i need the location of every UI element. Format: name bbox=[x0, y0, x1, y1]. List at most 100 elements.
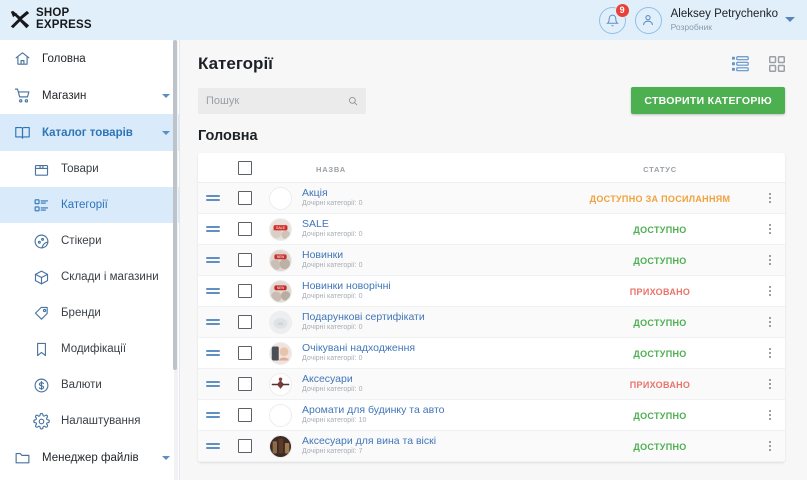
chevron-down-icon[interactable] bbox=[785, 17, 795, 23]
drag-handle-icon[interactable] bbox=[206, 254, 220, 266]
category-name-link[interactable]: Акція bbox=[302, 186, 328, 199]
brand-logo[interactable]: SHOP EXPRESS bbox=[0, 0, 180, 40]
kebab-menu-icon[interactable] bbox=[768, 223, 772, 235]
row-checkbox[interactable] bbox=[238, 315, 252, 329]
table-row[interactable]: Подарункові сертифікати Дочірні категорії… bbox=[198, 307, 785, 338]
drag-handle-icon[interactable] bbox=[206, 192, 220, 204]
sidebar-item-2[interactable]: Магазин bbox=[0, 77, 179, 114]
select-all-cell bbox=[228, 160, 262, 175]
row-checkbox[interactable] bbox=[238, 408, 252, 422]
select-all-checkbox[interactable] bbox=[238, 160, 252, 175]
drag-handle-icon[interactable] bbox=[206, 347, 220, 359]
row-checkbox[interactable] bbox=[238, 222, 252, 236]
chevron-down-icon[interactable] bbox=[162, 130, 170, 135]
sidebar-scrollbar-thumb[interactable] bbox=[173, 40, 177, 370]
status-badge: ДОСТУПНО bbox=[633, 225, 687, 235]
category-name-link[interactable]: Новинки новорічні bbox=[302, 279, 391, 292]
sidebar-item-12[interactable]: Менеджер файлів bbox=[0, 439, 179, 476]
child-categories-count: Дочірні категорії: 0 bbox=[302, 324, 363, 332]
list-view-icon[interactable] bbox=[732, 56, 749, 72]
user-menu[interactable]: Aleksey Petrychenko Розробник bbox=[671, 8, 795, 32]
table-row[interactable]: Аромати для будинку та авто Дочірні катег… bbox=[198, 400, 785, 431]
row-checkbox[interactable] bbox=[238, 439, 252, 453]
row-thumbnail-cell bbox=[262, 310, 298, 334]
grid-view-icon[interactable] bbox=[769, 56, 785, 72]
view-toggle-group bbox=[732, 56, 785, 72]
search-box[interactable] bbox=[198, 87, 366, 114]
create-category-button[interactable]: СТВОРИТИ КАТЕГОРІЮ bbox=[631, 87, 785, 114]
sidebar-item-label: Товари bbox=[61, 163, 99, 175]
category-name-link[interactable]: Очікувані надходження bbox=[302, 341, 416, 354]
row-checkbox[interactable] bbox=[238, 191, 252, 205]
table-row[interactable]: Аксесуари Дочірні категорії: 0 ПРИХОВАНО bbox=[198, 369, 785, 400]
category-thumbnail bbox=[268, 403, 292, 427]
sidebar-item-1[interactable]: Головна bbox=[0, 40, 179, 77]
category-name-link[interactable]: Аромати для будинку та авто bbox=[302, 403, 445, 416]
drag-handle-icon[interactable] bbox=[206, 285, 220, 297]
kebab-menu-icon[interactable] bbox=[768, 316, 772, 328]
row-status-cell: ДОСТУПНО bbox=[565, 344, 755, 362]
category-name-link[interactable]: Новинки bbox=[302, 248, 344, 261]
row-menu-cell bbox=[755, 223, 785, 235]
row-drag-cell bbox=[198, 409, 228, 421]
search-input[interactable] bbox=[206, 94, 348, 107]
drag-handle-icon[interactable] bbox=[206, 223, 220, 235]
header-name-cell: НАЗВА bbox=[298, 159, 565, 177]
sidebar-item-6[interactable]: Стікери bbox=[0, 223, 179, 259]
row-checkbox[interactable] bbox=[238, 346, 252, 360]
kebab-menu-icon[interactable] bbox=[768, 192, 772, 204]
kebab-menu-icon[interactable] bbox=[768, 378, 772, 390]
row-thumbnail-cell: NEW bbox=[262, 248, 298, 272]
sidebar-item-10[interactable]: Валюти bbox=[0, 367, 179, 403]
notifications-button[interactable]: 9 bbox=[598, 2, 630, 34]
row-select-cell bbox=[228, 315, 262, 329]
sidebar-item-11[interactable]: Налаштування bbox=[0, 403, 179, 439]
chevron-down-icon[interactable] bbox=[162, 455, 170, 460]
category-name-link[interactable]: Аксесуари bbox=[302, 372, 353, 385]
table-row[interactable]: Аксесуари для вина та віскі Дочірні катег… bbox=[198, 431, 785, 462]
sidebar-item-label: Модифікації bbox=[61, 343, 127, 355]
avatar[interactable] bbox=[634, 6, 662, 34]
row-menu-cell bbox=[755, 440, 785, 452]
kebab-menu-icon[interactable] bbox=[768, 409, 772, 421]
row-checkbox[interactable] bbox=[238, 253, 252, 267]
sidebar: Головна Магазин Каталог товарів Товари Катег… bbox=[0, 40, 180, 480]
row-name-cell: Очікувані надходження Дочірні категорії: … bbox=[298, 341, 565, 364]
table-row[interactable]: NEW Новинки новорічні Дочірні категорії: 0… bbox=[198, 276, 785, 307]
kebab-menu-icon[interactable] bbox=[768, 285, 772, 297]
kebab-menu-icon[interactable] bbox=[768, 254, 772, 266]
bell-icon bbox=[605, 14, 619, 26]
category-name-link[interactable]: Подарункові сертифікати bbox=[302, 310, 425, 323]
sidebar-scrollbar-track[interactable] bbox=[173, 40, 178, 480]
table-row[interactable]: SALE SALE Дочірні категорії: 0 ДОСТУПНО bbox=[198, 214, 785, 245]
row-checkbox[interactable] bbox=[238, 377, 252, 391]
sidebar-item-13[interactable]: Сторінки сайту bbox=[0, 476, 179, 480]
table-row[interactable]: Очікувані надходження Дочірні категорії: … bbox=[198, 338, 785, 369]
sidebar-item-label: Головна bbox=[42, 52, 86, 65]
row-checkbox[interactable] bbox=[238, 284, 252, 298]
row-drag-cell bbox=[198, 316, 228, 328]
kebab-menu-icon[interactable] bbox=[768, 347, 772, 359]
sidebar-item-8[interactable]: Бренди bbox=[0, 295, 179, 331]
sidebar-item-7[interactable]: Склади і магазини bbox=[0, 259, 179, 295]
kebab-menu-icon[interactable] bbox=[768, 440, 772, 452]
drag-handle-icon[interactable] bbox=[206, 378, 220, 390]
chevron-down-icon[interactable] bbox=[162, 93, 170, 98]
sidebar-item-label: Каталог товарів bbox=[42, 126, 133, 139]
table-header-row: НАЗВА СТАТУС bbox=[198, 153, 785, 183]
drag-handle-icon[interactable] bbox=[206, 440, 220, 452]
search-icon[interactable] bbox=[348, 95, 358, 107]
table-row[interactable]: NEW Новинки Дочірні категорії: 0 ДОСТУПНО bbox=[198, 245, 785, 276]
sidebar-item-9[interactable]: Модифікації bbox=[0, 331, 179, 367]
row-drag-cell bbox=[198, 192, 228, 204]
category-name-link[interactable]: Аксесуари для вина та віскі bbox=[302, 434, 437, 447]
sidebar-item-3[interactable]: Каталог товарів bbox=[0, 114, 179, 151]
sidebar-item-4[interactable]: Товари bbox=[0, 151, 179, 187]
row-drag-cell bbox=[198, 378, 228, 390]
drag-handle-icon[interactable] bbox=[206, 409, 220, 421]
sidebar-item-5[interactable]: Категорії bbox=[0, 187, 179, 223]
category-name-link[interactable]: SALE bbox=[302, 217, 329, 230]
drag-handle-icon[interactable] bbox=[206, 316, 220, 328]
table-row[interactable]: Акція Дочірні категорії: 0 ДОСТУПНО ЗА ПОС… bbox=[198, 183, 785, 214]
